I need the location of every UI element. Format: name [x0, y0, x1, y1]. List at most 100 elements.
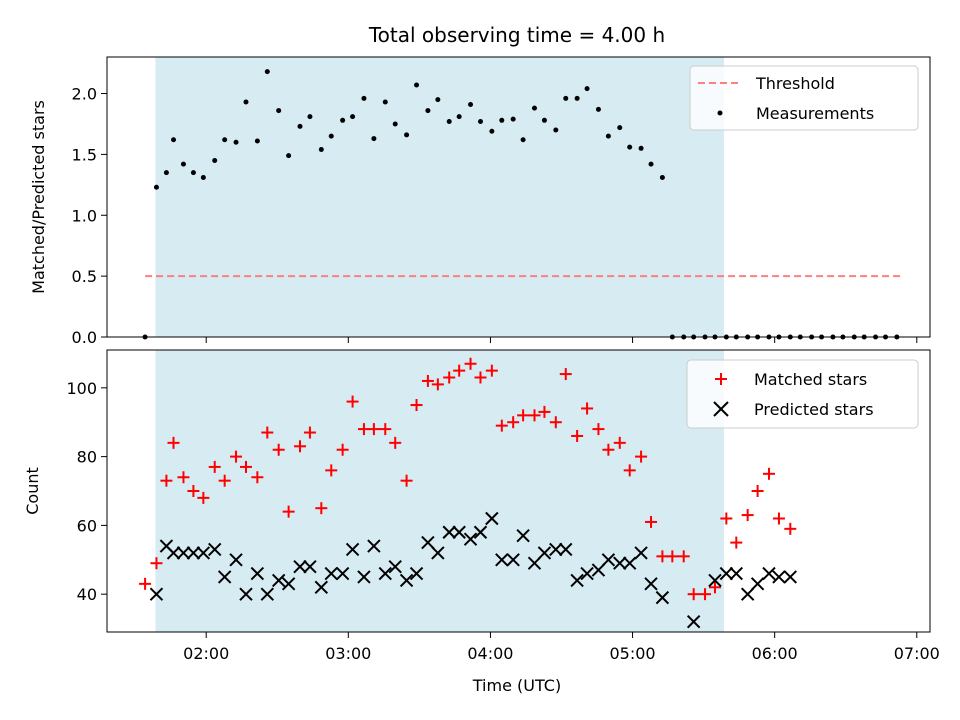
- matched-point-32: [474, 371, 487, 384]
- top-ytick-label-2: 1.0: [72, 206, 97, 225]
- bottom-y-axis-label: Count: [23, 467, 42, 515]
- legend-threshold-label: Threshold: [755, 74, 835, 93]
- predicted-point-19: [345, 542, 360, 557]
- legend-predicted-swatch: [713, 401, 729, 417]
- measurement-point-34: [499, 117, 505, 123]
- predicted-point-25: [409, 566, 424, 581]
- bottom-ytick-label-2: 80: [77, 448, 97, 467]
- matched-point-16: [303, 426, 316, 439]
- measurement-point-44: [605, 133, 611, 139]
- matched-point-7: [208, 460, 221, 473]
- predicted-point-20: [357, 570, 371, 584]
- chart-title: Total observing time = 4.00 h: [368, 23, 665, 47]
- predicted-point-32: [485, 511, 499, 526]
- matched-point-45: [613, 436, 626, 449]
- top-ytick-label-4: 2.0: [72, 85, 97, 104]
- predicted-point-44: [613, 556, 627, 570]
- measurement-point-3: [171, 137, 177, 143]
- matched-point-20: [346, 395, 359, 408]
- measurement-point-33: [489, 128, 495, 134]
- predicted-point-56: [772, 570, 786, 584]
- predicted-point-30: [463, 532, 478, 546]
- predicted-point-34: [506, 553, 520, 567]
- legend-measurements-swatch: [717, 110, 723, 116]
- measurement-point-9: [233, 139, 239, 145]
- bottom-x-ticks: 02:00 03:00 04:00 05:00 06:00 07:00: [183, 632, 940, 663]
- predicted-point-37: [537, 546, 552, 560]
- measurement-point-19: [340, 117, 346, 123]
- measurement-point-36: [520, 137, 526, 143]
- measurement-point-43: [595, 106, 601, 112]
- matched-point-43: [592, 423, 605, 436]
- bottom-observing-span: [155, 350, 724, 632]
- matched-point-22: [367, 423, 380, 436]
- bottom-axes-frame: [106, 349, 931, 633]
- matched-point-29: [443, 371, 456, 384]
- matched-point-51: [677, 550, 690, 563]
- measurement-point-18: [328, 133, 334, 139]
- measurement-point-10: [243, 99, 249, 105]
- matched-point-56: [730, 536, 743, 549]
- matched-point-3: [167, 436, 180, 449]
- xtick-label-2: 04:00: [467, 644, 513, 663]
- predicted-point-17: [324, 566, 338, 581]
- matched-point-9: [230, 450, 243, 463]
- matched-point-34: [495, 419, 508, 432]
- measurement-point-31: [468, 101, 474, 107]
- predicted-point-24: [399, 573, 414, 588]
- predicted-point-55: [762, 566, 776, 581]
- top-y-axis-label: Matched/Predicted stars: [29, 100, 48, 294]
- predicted-point-46: [634, 546, 648, 560]
- predicted-point-9: [239, 587, 253, 601]
- matched-point-28: [431, 378, 444, 391]
- matched-point-47: [635, 450, 648, 463]
- matched-point-60: [772, 512, 785, 525]
- matched-point-19: [336, 443, 349, 456]
- matched-point-25: [400, 474, 413, 487]
- matched-point-13: [272, 443, 285, 456]
- predicted-point-4: [186, 546, 201, 560]
- matched-point-26: [410, 399, 423, 412]
- measurement-point-8: [222, 137, 228, 143]
- xtick-label-0: 02:00: [183, 644, 229, 663]
- predicted-point-16: [314, 580, 329, 594]
- top-ytick-label-1: 0.5: [72, 267, 97, 286]
- measurement-point-11: [254, 138, 260, 144]
- bottom-shaded-span: [155, 350, 724, 632]
- measurement-point-49: [659, 175, 665, 181]
- top-legend: Threshold Measurements: [689, 65, 919, 131]
- predicted-point-54: [750, 577, 765, 591]
- predicted-point-29: [452, 525, 466, 539]
- measurement-point-1: [153, 184, 159, 190]
- matched-point-27: [421, 374, 434, 387]
- measurement-point-7: [212, 157, 218, 163]
- bottom-legend: Matched stars Predicted stars: [686, 359, 919, 429]
- top-shaded-span: [155, 57, 724, 337]
- predicted-point-18: [335, 566, 350, 581]
- matched-point-17: [315, 502, 328, 515]
- xtick-label-4: 06:00: [752, 644, 798, 663]
- predicted-point-15: [303, 559, 317, 574]
- top-y-ticks: 0.0 0.5 1.0 1.5 2.0: [72, 85, 107, 347]
- predicted-point-38: [549, 542, 563, 557]
- measurement-point-32: [477, 119, 483, 125]
- measurement-point-30: [456, 114, 462, 120]
- legend-predicted-label: Predicted stars: [754, 400, 874, 419]
- measurement-point-22: [371, 136, 377, 142]
- measurement-point-4: [180, 161, 186, 167]
- predicted-point-8: [229, 553, 243, 567]
- matched-point-0: [139, 577, 152, 590]
- predicted-point-43: [601, 553, 616, 567]
- bottom-legend-box: [686, 359, 919, 429]
- predicted-point-12: [271, 573, 286, 588]
- legend-measurements-label: Measurements: [756, 104, 874, 123]
- predicted-point-42: [591, 563, 606, 577]
- predicted-point-47: [644, 577, 658, 591]
- matched-point-44: [602, 443, 615, 456]
- predicted-point-0: [149, 587, 164, 601]
- measurement-point-25: [404, 132, 410, 138]
- measurement-point-48: [648, 161, 654, 167]
- measurement-point-5: [190, 170, 196, 176]
- top-ytick-label-3: 1.5: [72, 145, 97, 164]
